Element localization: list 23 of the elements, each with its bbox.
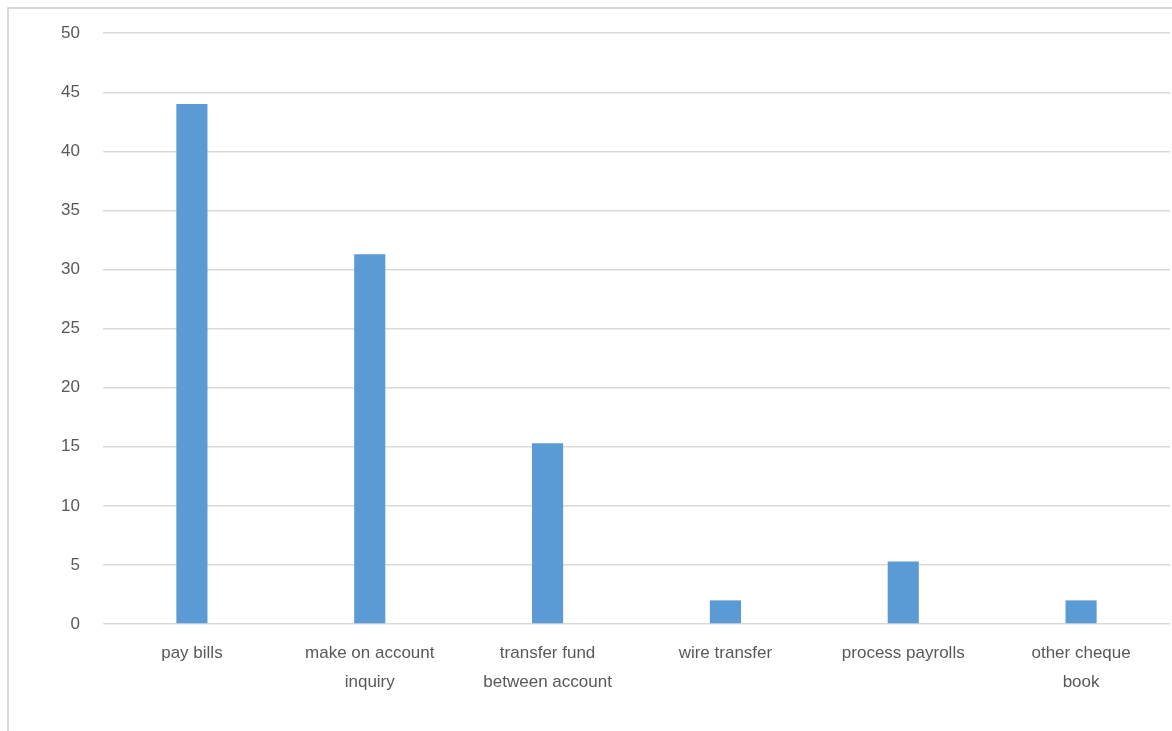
y-tick-label: 20 [61, 377, 80, 397]
bar [532, 443, 564, 624]
y-tick-label: 30 [61, 259, 80, 279]
y-tick-label: 0 [70, 613, 80, 633]
y-tick-label: 45 [61, 81, 80, 101]
y-tick-label: 15 [61, 436, 80, 456]
bar [887, 561, 919, 624]
x-tick-label: pay bills [161, 642, 223, 662]
bar [176, 104, 208, 624]
x-tick-label: other cheque book [1031, 642, 1131, 692]
x-tick-label: process payrolls [841, 642, 965, 662]
y-tick-label: 25 [61, 318, 80, 338]
x-tick-label: wire transfer [677, 642, 773, 662]
bar [354, 254, 386, 624]
y-tick-label: 5 [70, 554, 80, 574]
y-tick-label: 50 [61, 22, 80, 42]
bar [709, 600, 741, 624]
y-tick-label: 35 [61, 200, 80, 220]
bar [1065, 600, 1097, 624]
y-tick-label: 40 [61, 141, 80, 161]
x-tick-label: transfer fund between account [483, 642, 613, 692]
x-tick-label: make on account inquiry [305, 642, 435, 692]
y-tick-label: 10 [61, 495, 80, 515]
